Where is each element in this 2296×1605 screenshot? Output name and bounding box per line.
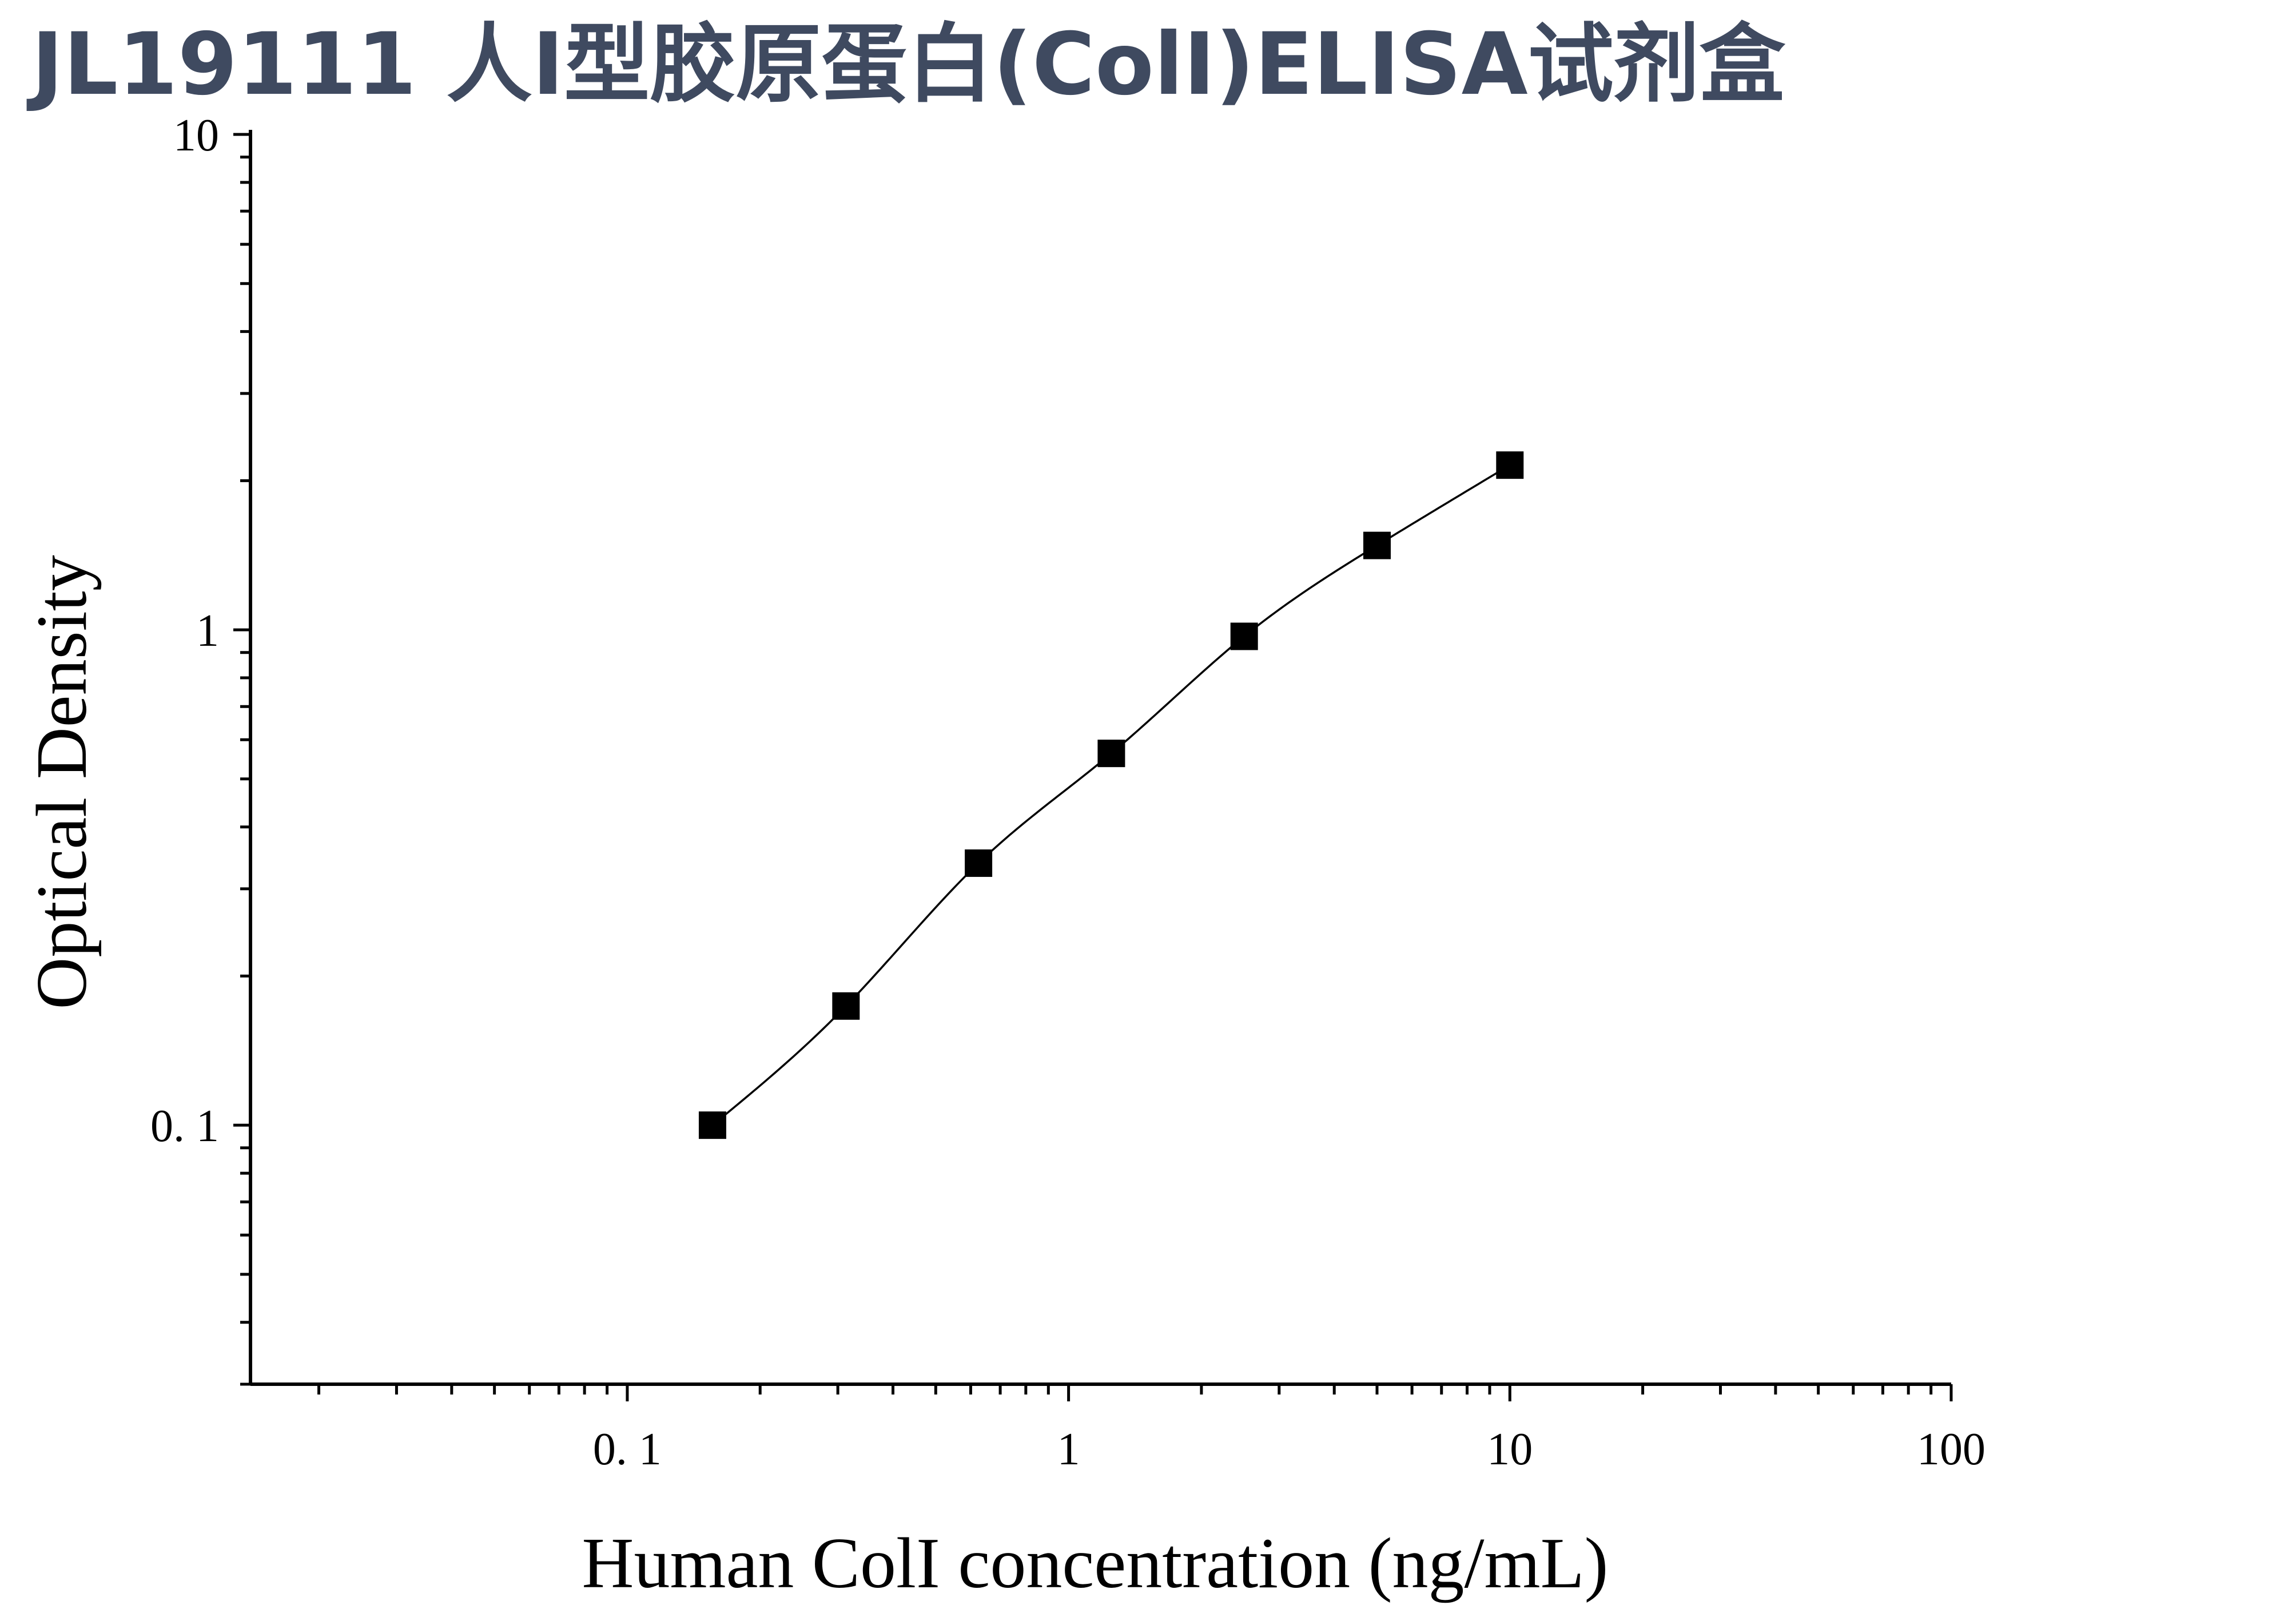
data-point-marker — [1363, 531, 1391, 559]
data-point-marker — [1097, 740, 1125, 768]
fit-curve — [711, 464, 1511, 1126]
axes — [249, 130, 1951, 1386]
tick-labels: 0. 1 1 10 100 0. 1 1 10 — [150, 110, 1985, 1475]
tick-marks — [233, 133, 1953, 1401]
data-point-marker — [832, 992, 860, 1020]
x-tick-label: 1 — [1057, 1424, 1080, 1475]
page-title: JL19111 人Ⅰ型胶原蛋白(ColⅠ)ELISA试剂盒 — [31, 15, 1785, 114]
data-point-marker — [1230, 622, 1258, 650]
y-tick-label: 0. 1 — [150, 1101, 219, 1151]
x-tick-label: 10 — [1487, 1424, 1533, 1475]
data-points — [698, 451, 1524, 1139]
x-axis-label: Human ColI concentration (ng/mL) — [582, 1524, 1608, 1603]
y-axis-label: Optical Density — [22, 555, 102, 1009]
y-tick-label: 1 — [196, 606, 219, 656]
data-point-marker — [698, 1111, 726, 1139]
y-tick-label: 10 — [173, 110, 219, 161]
data-point-marker — [1496, 451, 1524, 479]
data-point-marker — [965, 849, 993, 877]
x-tick-label: 100 — [1917, 1424, 1985, 1475]
x-tick-label: 0. 1 — [593, 1424, 662, 1475]
